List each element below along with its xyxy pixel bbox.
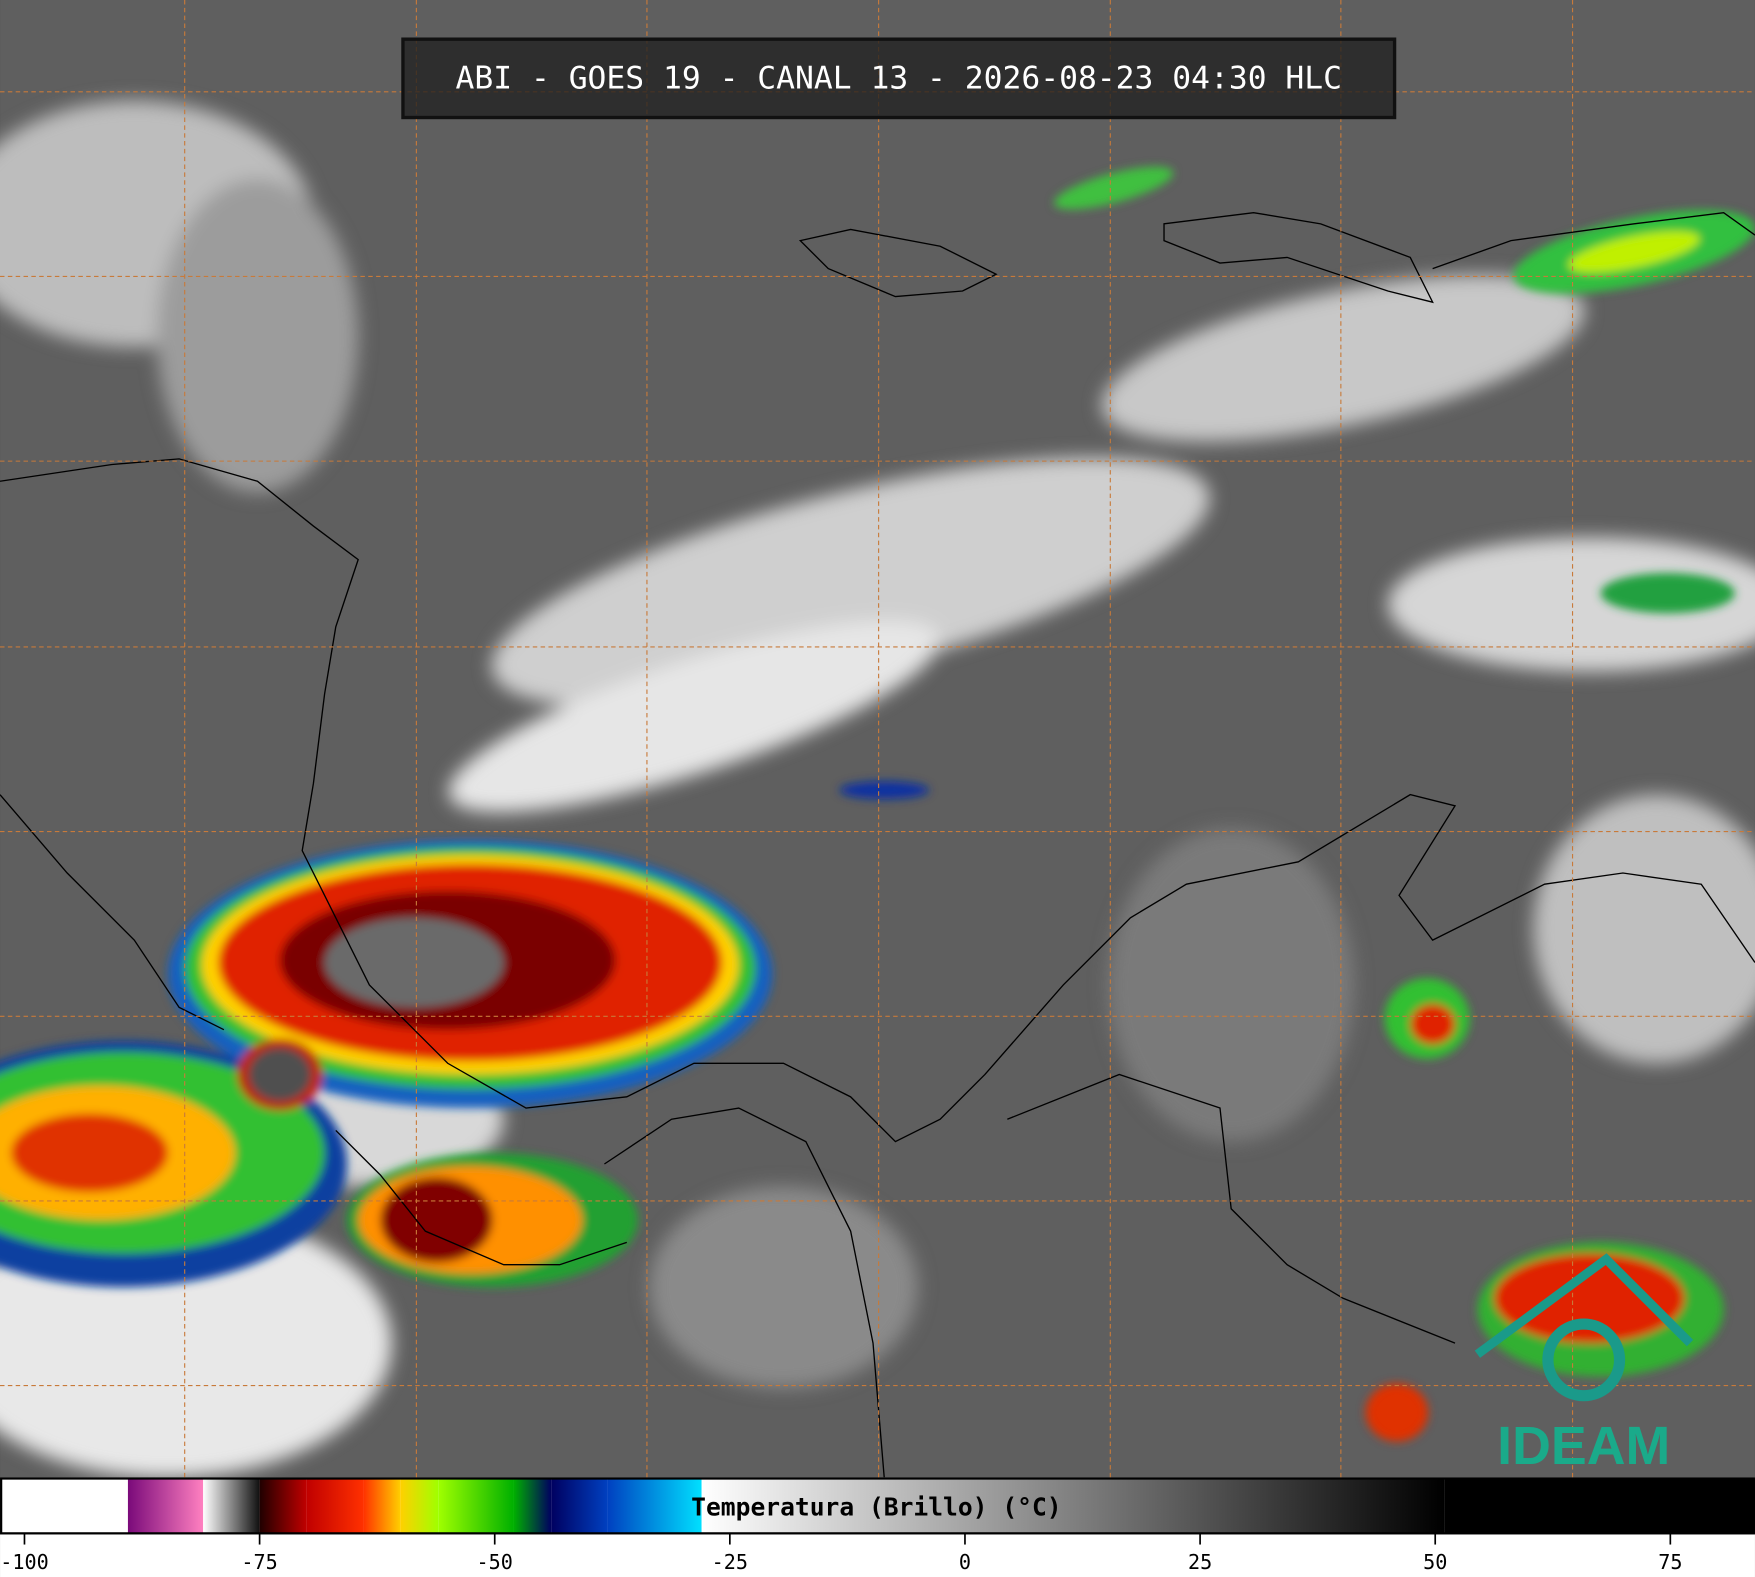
colorbar-label: Temperatura (Brillo) (°C) bbox=[691, 1493, 1061, 1522]
colorbar-tick-label: 0 bbox=[959, 1550, 971, 1574]
colorbar-segment bbox=[203, 1478, 260, 1534]
colorbar-tick-label: 50 bbox=[1423, 1550, 1447, 1574]
logo-swirl bbox=[1542, 1318, 1626, 1402]
colorbar-segment bbox=[306, 1478, 364, 1534]
logo: IDEAM bbox=[1474, 1253, 1694, 1476]
colorbar-segment bbox=[438, 1478, 514, 1534]
colorbar-tick-label: -25 bbox=[712, 1550, 748, 1574]
colorbar-segment bbox=[1444, 1478, 1755, 1534]
colorbar-segment bbox=[259, 1478, 307, 1534]
colorbar-tick-label: 25 bbox=[1188, 1550, 1212, 1574]
colorbar: -100 -75 -50 -25 0 25 50 75 bbox=[0, 1478, 1755, 1574]
colorbar-segment bbox=[0, 1478, 128, 1534]
coastlines bbox=[0, 211, 1755, 1478]
colorbar-segment bbox=[701, 1478, 1445, 1534]
colorbar-segment bbox=[127, 1478, 204, 1534]
colorbar-frame bbox=[0, 1477, 1755, 1535]
logo-roof bbox=[1474, 1253, 1694, 1358]
title-box bbox=[401, 37, 1397, 120]
convective-storms bbox=[0, 166, 1755, 1442]
colorbar-segment bbox=[363, 1478, 401, 1534]
colorbar-tick-label: -75 bbox=[241, 1550, 277, 1574]
colorbar-segment bbox=[513, 1478, 552, 1534]
logo-text: IDEAM bbox=[1497, 1416, 1670, 1476]
colorbar-tick-label: -100 bbox=[0, 1550, 48, 1574]
colorbar-segment bbox=[551, 1478, 608, 1534]
colorbar-tick-label: 75 bbox=[1658, 1550, 1682, 1574]
clouds bbox=[0, 100, 1755, 1478]
colorbar-segment bbox=[400, 1478, 439, 1534]
title: ABI - GOES 19 - CANAL 13 - 2026-08-23 04… bbox=[456, 60, 1342, 96]
colorbar-segment bbox=[607, 1478, 702, 1534]
colorbar-tick-label: -50 bbox=[477, 1550, 513, 1574]
